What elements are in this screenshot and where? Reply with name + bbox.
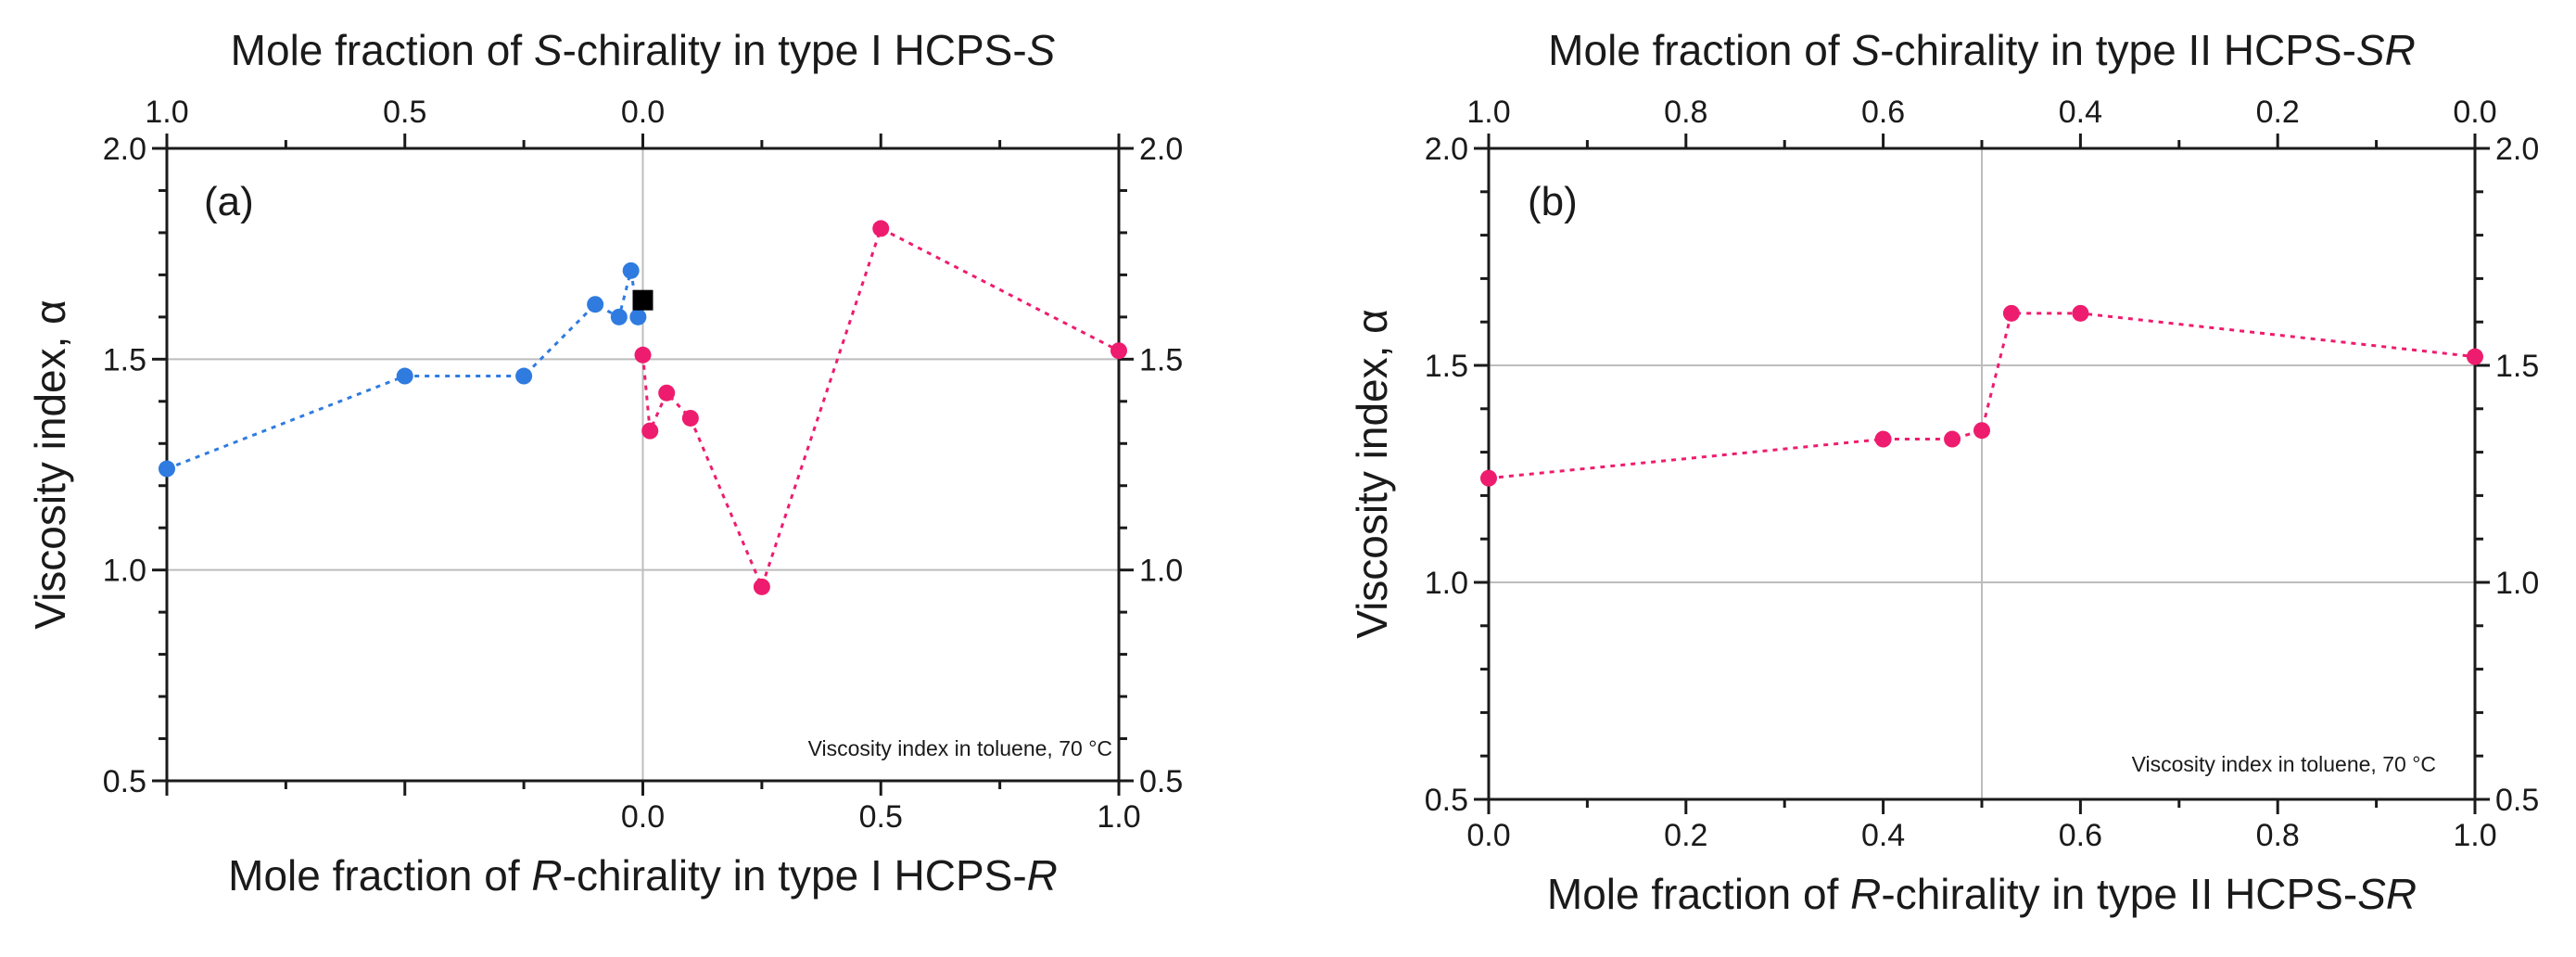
y-tick-label-left: 1.0: [1425, 566, 1468, 601]
data-point: [396, 367, 413, 385]
x-tick-label-bottom: 0.8: [2256, 818, 2300, 853]
data-point: [610, 308, 628, 325]
series-2: [632, 289, 654, 311]
x-tick-label-top: 1.0: [145, 95, 188, 130]
panel-b-chart: 0.5 0.51.0 1.01.5 1.52.0 2.00.0 0.2 0.4 0.6 0.8 1…: [1348, 26, 2539, 918]
y-tick-label-left: 0.5: [1425, 783, 1468, 818]
series-1: [634, 220, 1127, 595]
data-point: [515, 367, 533, 385]
y-tick-label-left: 1.5: [1425, 349, 1468, 384]
x-axis-title-bottom-part-3: SR: [2357, 870, 2417, 918]
data-point: [1874, 430, 1892, 448]
y-tick-label-right: 0.5: [2495, 783, 2539, 818]
x-axis-title-bottom-part-1: R: [531, 851, 562, 900]
x-tick-label-top: 0.8: [1664, 95, 1707, 130]
x-axis-title-top-part-3: S: [1027, 26, 1056, 74]
panel-label: (a): [204, 179, 254, 224]
data-point: [1480, 469, 1497, 487]
y-tick-label-right: 1.5: [2495, 349, 2539, 384]
annotation-note: Viscosity index in toluene, 70 °C: [2132, 752, 2436, 776]
data-point: [1110, 342, 1127, 360]
x-axis-title-bottom-part-2: -chirality in type I HCPS-: [563, 851, 1027, 900]
data-point: [2072, 304, 2089, 322]
x-axis-title-top-part-1: S: [534, 26, 563, 74]
series-line: [641, 226, 1120, 592]
data-point: [2467, 348, 2483, 365]
x-tick-label-top: 0.4: [2059, 95, 2102, 130]
x-axis-title-top-part-0: Mole fraction of: [231, 26, 534, 74]
data-point: [681, 409, 699, 427]
x-tick-label-bottom: 0.0: [621, 799, 665, 835]
series-0: [1480, 304, 2483, 487]
x-axis-title-top-part-1: S: [1851, 26, 1880, 74]
x-tick-label-top: 0.0: [621, 95, 665, 130]
data-point: [872, 220, 890, 237]
x-axis-title-bottom-part-2: -chirality in type II HCPS-: [1881, 870, 2357, 918]
x-axis-title-bottom: Mole fraction of R-chirality in type II …: [1547, 870, 2417, 918]
x-axis-title-bottom-part-3: R: [1027, 851, 1058, 900]
x-tick-label-top: 0.0: [2453, 95, 2496, 130]
x-axis-title-top-part-0: Mole fraction of: [1548, 26, 1851, 74]
y-tick-label-left: 1.5: [103, 342, 146, 377]
x-tick-label-top: 0.2: [2256, 95, 2300, 130]
data-point: [587, 296, 604, 313]
data-point: [1944, 430, 1961, 448]
data-point: [2002, 304, 2020, 322]
x-axis-title-top-part-2: -chirality in type I HCPS-: [563, 26, 1027, 74]
y-axis-title: Viscosity index, α: [26, 300, 74, 630]
panel-a-chart: 0.5 0.51.0 1.01.5 1.52.0 2.00.0 0.5 1.01.0 0.5 0…: [26, 26, 1183, 900]
y-tick-label-left: 2.0: [1425, 132, 1468, 167]
x-axis-title-bottom-part-0: Mole fraction of: [228, 851, 531, 900]
x-axis-title-top-part-2: -chirality in type II HCPS-: [1880, 26, 2356, 74]
data-point: [658, 384, 676, 402]
data-point: [753, 578, 770, 595]
data-point: [629, 308, 647, 325]
data-point: [1973, 422, 1990, 440]
data-point: [641, 422, 659, 440]
x-axis-title-top: Mole fraction of S-chirality in type I H…: [231, 26, 1056, 74]
series-0: [159, 262, 647, 478]
annotation-note: Viscosity index in toluene, 70 °C: [808, 736, 1112, 760]
x-axis-title-bottom-part-1: R: [1850, 870, 1881, 918]
data-point: [622, 262, 640, 279]
x-tick-label-bottom: 0.6: [2059, 818, 2102, 853]
x-tick-label-bottom: 0.5: [859, 799, 903, 835]
data-point-square: [632, 289, 654, 311]
x-tick-label-bottom: 1.0: [2453, 818, 2496, 853]
y-tick-label-right: 2.0: [1139, 132, 1183, 167]
x-axis-title-bottom-part-0: Mole fraction of: [1547, 870, 1850, 918]
y-tick-label-right: 1.5: [1139, 342, 1183, 377]
y-tick-label-left: 0.5: [103, 764, 146, 799]
x-tick-label-top: 0.5: [383, 95, 426, 130]
panel-label: (b): [1528, 179, 1578, 224]
x-tick-label-bottom: 1.0: [1097, 799, 1140, 835]
data-point: [159, 460, 175, 478]
x-tick-label-top: 1.0: [1466, 95, 1510, 130]
y-axis-title: Viscosity index, α: [1348, 309, 1396, 639]
x-axis-title-bottom: Mole fraction of R-chirality in type I H…: [228, 851, 1058, 900]
x-axis-title-top-part-3: SR: [2356, 26, 2416, 74]
y-tick-label-right: 2.0: [2495, 132, 2539, 167]
x-tick-label-bottom: 0.2: [1664, 818, 1707, 853]
x-tick-label-top: 0.6: [1861, 95, 1905, 130]
data-point: [634, 346, 652, 364]
y-tick-label-right: 0.5: [1139, 764, 1183, 799]
x-tick-label-bottom: 0.0: [1466, 818, 1510, 853]
y-tick-label-left: 2.0: [103, 132, 146, 167]
y-tick-label-right: 1.0: [2495, 566, 2539, 601]
y-tick-label-left: 1.0: [103, 554, 146, 589]
y-tick-label-right: 1.0: [1139, 554, 1183, 589]
x-tick-label-bottom: 0.4: [1861, 818, 1905, 853]
x-axis-title-top: Mole fraction of S-chirality in type II …: [1548, 26, 2416, 74]
